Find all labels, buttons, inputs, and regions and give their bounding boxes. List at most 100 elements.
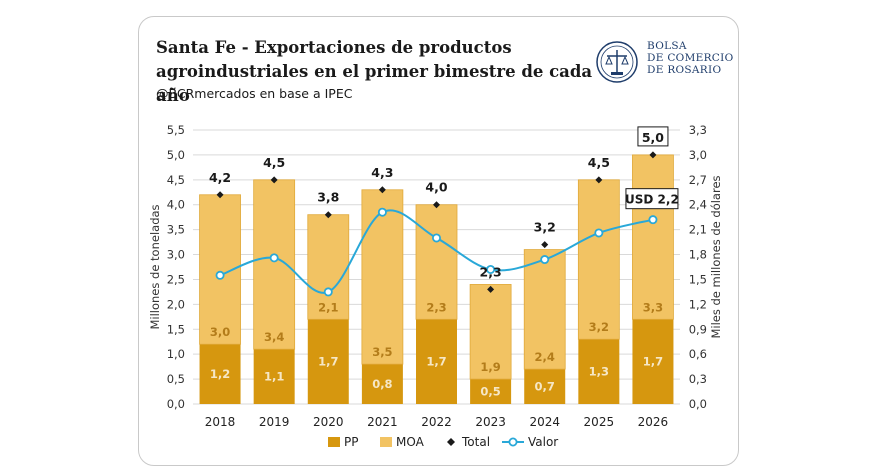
data-label-total: 4,5 <box>588 155 610 170</box>
marker-total <box>216 191 224 199</box>
x-tick-label: 2018 <box>205 415 236 429</box>
bar-moa <box>577 179 620 340</box>
y-tick-label: 1,5 <box>167 322 185 336</box>
bar-label-moa: 3,5 <box>372 345 392 359</box>
y2-tick-label: 1,2 <box>689 297 707 311</box>
y-tick-label: 2,5 <box>167 272 185 286</box>
bar-label-pp: 1,2 <box>210 367 230 381</box>
bar-label-moa: 3,3 <box>643 300 663 314</box>
legend-swatch-valor-point <box>508 437 518 447</box>
bar-pp <box>307 319 349 404</box>
y2-tick-label: 1,8 <box>689 248 707 262</box>
point-valor <box>486 264 496 274</box>
y2-axis-title: Miles de millones de dólares <box>709 175 723 338</box>
point-valor <box>269 253 279 263</box>
bar-label-moa: 2,1 <box>318 300 338 314</box>
legend-swatch-moa <box>380 437 392 447</box>
logo-line-1: BOLSA <box>647 40 687 52</box>
y-tick-label: 2,0 <box>167 297 185 311</box>
bar-moa <box>415 204 458 320</box>
x-tick-label: 2023 <box>475 415 506 429</box>
bar-label-pp: 1,7 <box>426 355 446 369</box>
point-valor <box>648 215 658 225</box>
point-valor <box>377 207 387 217</box>
marker-total <box>270 176 278 184</box>
y-tick-label: 5,0 <box>167 148 185 162</box>
bar-pp <box>361 364 403 404</box>
bar-label-pp: 1,7 <box>318 355 338 369</box>
marker-total <box>433 201 440 209</box>
data-label-total: 4,0 <box>425 180 447 195</box>
y2-tick-label: 3,0 <box>689 148 707 162</box>
y2-tick-label: 1,5 <box>689 272 707 286</box>
point-valor <box>540 255 550 265</box>
annotation-valor: USD 2,2 <box>625 193 679 207</box>
y2-tick-label: 0,3 <box>689 372 707 386</box>
bar-label-moa: 2,4 <box>535 350 555 364</box>
point-valor <box>431 233 441 243</box>
data-label-total: 3,8 <box>317 190 339 205</box>
y2-tick-label: 2,1 <box>689 223 707 237</box>
bar-label-pp: 0,7 <box>535 380 555 394</box>
point-valor <box>323 287 333 297</box>
bar-label-pp: 0,5 <box>480 385 500 399</box>
y-tick-label: 4,5 <box>167 173 185 187</box>
marker-total <box>649 151 657 159</box>
bar-moa <box>632 154 674 320</box>
point-valor <box>594 228 604 238</box>
x-tick-label: 2019 <box>259 415 290 429</box>
y2-tick-label: 2,4 <box>689 198 707 212</box>
bar-label-pp: 1,3 <box>589 365 609 379</box>
bar-label-moa: 3,4 <box>264 330 284 344</box>
data-label-total: 4,5 <box>263 155 285 170</box>
y-tick-label: 5,5 <box>167 123 185 137</box>
marker-total <box>378 186 386 194</box>
annotation-box <box>625 188 679 210</box>
data-label-total: 5,0 <box>642 130 664 145</box>
x-tick-label: 2021 <box>367 415 398 429</box>
y2-tick-label: 0,0 <box>689 397 707 411</box>
logo-line-2: DE COMERCIO <box>647 52 734 64</box>
bar-moa <box>307 214 350 320</box>
legend-label-valor: Valor <box>528 435 558 449</box>
bar-label-pp: 1,7 <box>643 355 663 369</box>
bar-pp <box>199 344 241 404</box>
x-tick-label: 2026 <box>638 415 669 429</box>
bar-moa <box>523 249 566 370</box>
bar-pp <box>253 349 295 404</box>
bar-moa <box>253 179 296 350</box>
bar-pp <box>524 369 566 404</box>
marker-total <box>595 176 603 184</box>
legend-label-total: Total <box>461 435 490 449</box>
bar-label-moa: 2,3 <box>426 300 446 314</box>
bar-pp <box>416 319 457 404</box>
y2-tick-label: 3,3 <box>689 123 707 137</box>
logo-line-3: DE ROSARIO <box>647 64 722 76</box>
data-label-total: 3,2 <box>534 220 556 235</box>
y-tick-label: 0,5 <box>167 372 185 386</box>
x-tick-label: 2025 <box>584 415 615 429</box>
legend-label-pp: PP <box>344 435 358 449</box>
y-tick-label: 3,0 <box>167 248 185 262</box>
bar-pp <box>632 319 674 404</box>
legend-label-moa: MOA <box>396 435 425 449</box>
bcr-emblem-icon <box>596 41 638 83</box>
marker-total <box>324 211 332 219</box>
y2-tick-label: 0,6 <box>689 347 707 361</box>
marker-total <box>541 241 549 249</box>
data-label-total: 4,2 <box>209 170 231 185</box>
bar-label-pp: 1,1 <box>264 370 284 384</box>
bar-moa <box>361 189 404 365</box>
y2-tick-label: 0,9 <box>689 322 707 336</box>
bar-pp <box>470 379 512 404</box>
bar-label-moa: 3,0 <box>210 325 230 339</box>
data-label-total: 2,3 <box>480 264 502 279</box>
y-tick-label: 0,0 <box>167 397 185 411</box>
chart-title: Santa Fe - Exportaciones de productos ag… <box>156 38 593 105</box>
legend-swatch-pp <box>328 437 340 447</box>
chart-subtitle: @BCRmercados en base a IPEC <box>156 86 353 101</box>
y-tick-label: 4,0 <box>167 198 185 212</box>
bar-label-moa: 3,2 <box>589 320 609 334</box>
y-tick-label: 3,5 <box>167 223 185 237</box>
